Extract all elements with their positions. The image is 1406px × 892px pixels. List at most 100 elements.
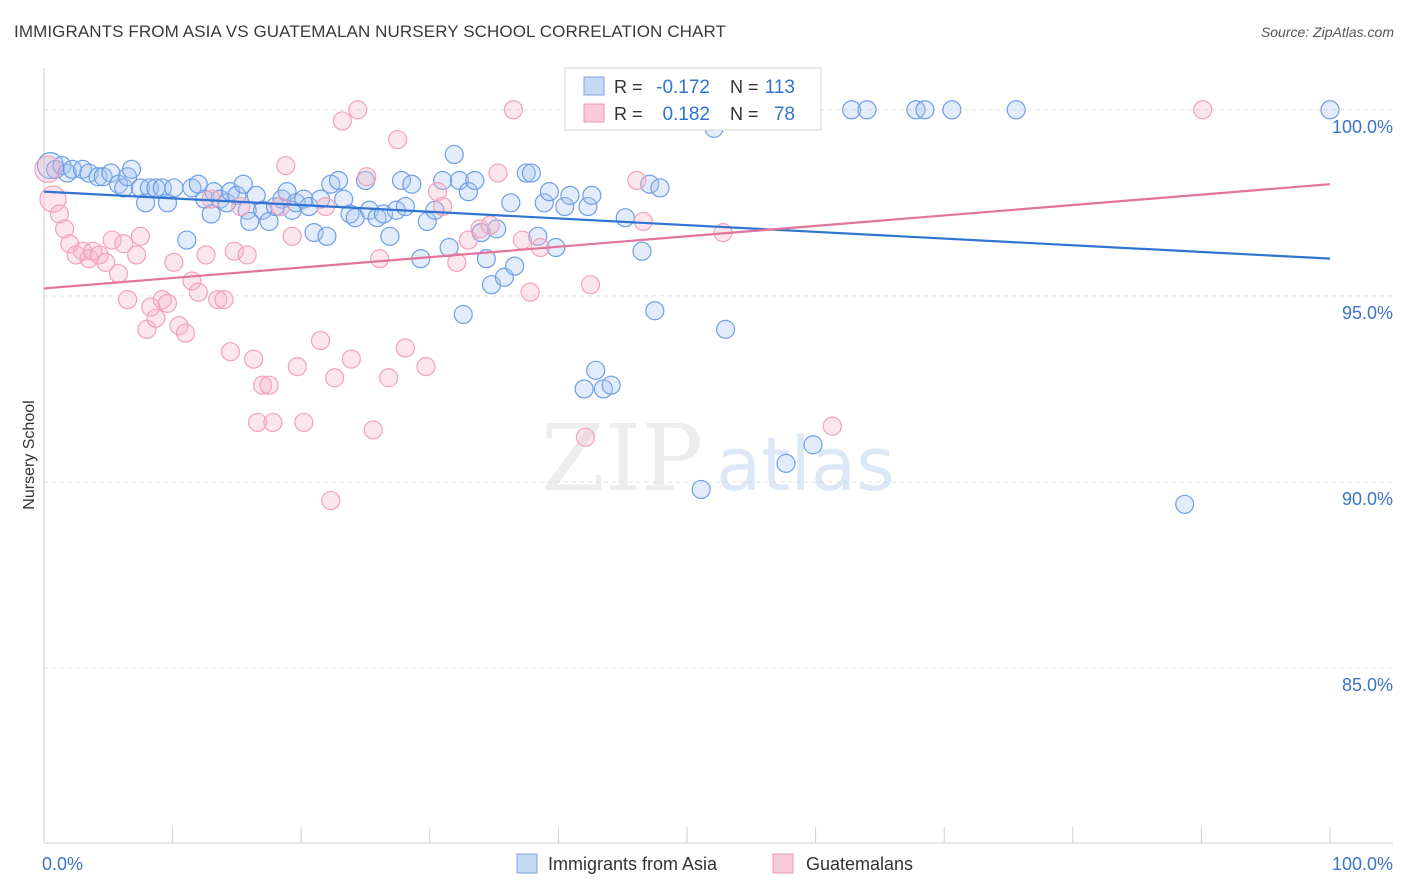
point-guatemalans bbox=[503, 100, 523, 120]
point-immigrants-from-asia bbox=[521, 163, 541, 183]
point-guatemalans bbox=[520, 282, 540, 302]
point-guatemalans bbox=[395, 338, 415, 358]
point-immigrants-from-asia bbox=[135, 193, 156, 213]
legend-item-guatemalans[interactable]: Guatemalans bbox=[772, 853, 913, 874]
point-guatemalans bbox=[196, 245, 216, 265]
point-immigrants-from-asia bbox=[444, 144, 464, 165]
point-immigrants-from-asia bbox=[574, 379, 594, 399]
point-guatemalans bbox=[214, 289, 234, 310]
point-immigrants-from-asia bbox=[842, 100, 862, 120]
bottom-legend: Immigrants from Asia Guatemalans bbox=[516, 853, 913, 874]
x-tick-label: 0.0% bbox=[42, 854, 83, 874]
point-guatemalans bbox=[310, 330, 331, 351]
point-guatemalans bbox=[54, 219, 75, 239]
point-guatemalans bbox=[263, 412, 283, 433]
stats-r-value-pink: 0.182 bbox=[662, 104, 710, 125]
point-immigrants-from-asia bbox=[391, 170, 412, 191]
point-immigrants-from-asia bbox=[586, 360, 606, 380]
point-guatemalans bbox=[169, 316, 189, 336]
point-guatemalans bbox=[157, 293, 178, 313]
y-tick-labels: 100.0% 95.0% 90.0% 85.0% bbox=[1332, 117, 1393, 695]
stats-n-label-blue: N = bbox=[730, 77, 759, 97]
point-immigrants-from-asia bbox=[915, 100, 935, 120]
y-tick-label: 85.0% bbox=[1342, 675, 1393, 695]
y-tick-label: 90.0% bbox=[1342, 489, 1393, 509]
stats-r-label-pink: R = bbox=[614, 104, 643, 124]
point-immigrants-from-asia bbox=[632, 241, 652, 261]
watermark: ZIP atlas bbox=[541, 405, 895, 512]
stats-legend: R = -0.172 N = 113 R = 0.182 N = 78 bbox=[564, 67, 822, 131]
point-guatemalans bbox=[114, 234, 134, 254]
stats-r-label-blue: R = bbox=[614, 77, 643, 97]
legend-label-pink: Guatemalans bbox=[806, 854, 913, 874]
point-immigrants-from-asia bbox=[715, 319, 736, 339]
point-guatemalans bbox=[102, 230, 122, 250]
point-guatemalans bbox=[294, 412, 314, 433]
point-immigrants-from-asia bbox=[578, 196, 598, 217]
point-guatemalans bbox=[282, 226, 302, 246]
point-guatemalans bbox=[231, 196, 251, 217]
point-immigrants-from-asia bbox=[465, 170, 485, 191]
chart-title: IMMIGRANTS FROM ASIA VS GUATEMALAN NURSE… bbox=[14, 22, 727, 41]
point-guatemalans bbox=[357, 167, 377, 187]
point-immigrants-from-asia bbox=[857, 100, 877, 120]
point-guatemalans bbox=[175, 323, 196, 343]
point-immigrants-from-asia bbox=[645, 301, 665, 321]
point-immigrants-from-asia bbox=[227, 185, 247, 205]
point-guatemalans bbox=[341, 349, 361, 369]
point-guatemalans bbox=[332, 111, 352, 131]
point-guatemalans bbox=[379, 368, 399, 388]
stats-legend-box bbox=[564, 67, 822, 131]
point-guatemalans bbox=[480, 215, 500, 235]
point-immigrants-from-asia bbox=[402, 174, 422, 194]
point-guatemalans bbox=[34, 155, 62, 183]
point-immigrants-from-asia bbox=[601, 375, 621, 395]
point-immigrants-from-asia bbox=[539, 182, 559, 202]
point-guatemalans bbox=[220, 342, 241, 362]
point-immigrants-from-asia bbox=[615, 208, 635, 228]
point-immigrants-from-asia bbox=[476, 249, 496, 269]
point-guatemalans bbox=[575, 427, 596, 447]
point-guatemalans bbox=[146, 308, 166, 328]
point-immigrants-from-asia bbox=[458, 182, 478, 202]
point-guatemalans bbox=[363, 420, 383, 440]
grid bbox=[44, 109, 1393, 669]
point-immigrants-from-asia bbox=[560, 185, 580, 205]
stats-swatch-pink bbox=[583, 103, 605, 123]
point-guatemalans bbox=[325, 368, 345, 388]
point-guatemalans bbox=[208, 289, 228, 310]
legend-item-immigrants-from-asia[interactable]: Immigrants from Asia bbox=[516, 853, 718, 874]
point-guatemalans bbox=[512, 230, 532, 250]
point-guatemalans bbox=[244, 349, 264, 369]
point-guatemalans bbox=[348, 100, 368, 120]
point-guatemalans bbox=[433, 196, 453, 217]
point-guatemalans bbox=[117, 289, 138, 310]
x-tick-label: 100.0% bbox=[1332, 854, 1393, 874]
point-guatemalans bbox=[247, 412, 268, 433]
legend-swatch-blue bbox=[516, 853, 538, 874]
point-guatemalans bbox=[188, 282, 208, 302]
point-immigrants-from-asia bbox=[121, 159, 142, 179]
trend-line-guatemalans bbox=[43, 183, 1331, 290]
point-guatemalans bbox=[164, 252, 184, 272]
point-guatemalans bbox=[627, 170, 647, 191]
point-guatemalans bbox=[276, 156, 296, 176]
point-immigrants-from-asia bbox=[453, 304, 473, 325]
point-guatemalans bbox=[822, 416, 842, 436]
x-ticks bbox=[43, 827, 1331, 843]
point-guatemalans bbox=[370, 249, 390, 269]
y-tick-label: 95.0% bbox=[1342, 303, 1393, 323]
point-guatemalans bbox=[237, 245, 257, 265]
point-immigrants-from-asia bbox=[340, 204, 360, 224]
point-immigrants-from-asia bbox=[177, 230, 197, 250]
point-immigrants-from-asia bbox=[1006, 100, 1026, 120]
point-guatemalans bbox=[488, 163, 508, 183]
point-guatemalans bbox=[287, 356, 307, 377]
point-immigrants-from-asia bbox=[253, 200, 273, 220]
point-immigrants-from-asia bbox=[528, 226, 548, 246]
point-immigrants-from-asia bbox=[240, 211, 260, 232]
point-immigrants-from-asia bbox=[942, 100, 962, 120]
point-guatemalans bbox=[271, 196, 291, 217]
point-immigrants-from-asia bbox=[395, 196, 415, 217]
point-immigrants-from-asia bbox=[380, 226, 400, 246]
